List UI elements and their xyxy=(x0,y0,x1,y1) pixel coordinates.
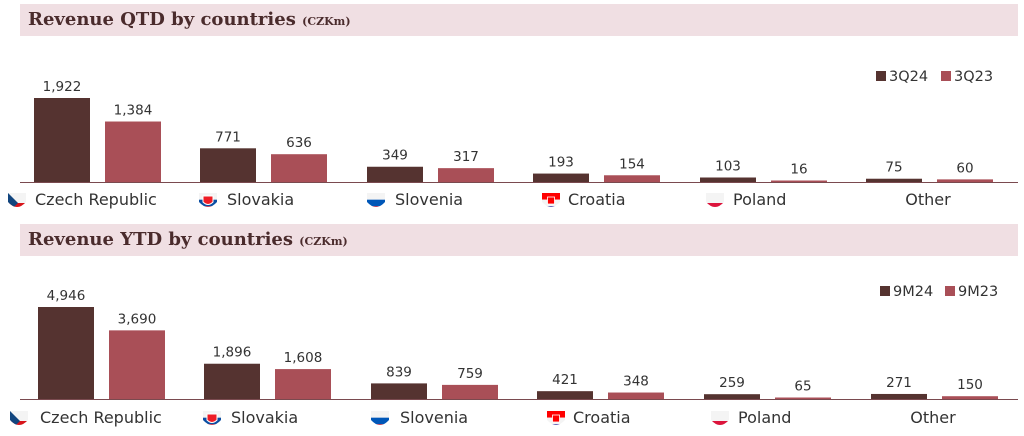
qtd-legend-swatch-3q23 xyxy=(941,71,951,81)
qtd-value-label-croatia-3q23: 154 xyxy=(619,156,645,172)
ytd-bar-slovenia-9m24 xyxy=(371,383,427,399)
ytd-legend-label-9m24: 9M24 xyxy=(893,284,933,300)
ytd-category-label-slovakia: Slovakia xyxy=(231,408,298,427)
ytd-title-text: Revenue YTD by countries xyxy=(28,229,294,250)
ytd-bar-croatia-9m24 xyxy=(537,391,593,399)
slovenia-flag-icon xyxy=(371,411,389,425)
qtd-bar-slovenia-3q24 xyxy=(367,166,423,182)
qtd-bar-poland-3q24 xyxy=(700,177,756,182)
poland-flag-icon xyxy=(706,193,724,207)
ytd-value-label-slovakia-9m23: 1,608 xyxy=(284,350,323,366)
ytd-bar-czech-republic-9m24 xyxy=(38,307,94,399)
ytd-bar-croatia-9m23 xyxy=(608,392,664,399)
qtd-category-label-croatia: Croatia xyxy=(568,190,626,209)
ytd-category-label-czech-republic: Czech Republic xyxy=(40,408,162,427)
qtd-bar-other-3q23 xyxy=(937,179,993,182)
ytd-bar-slovakia-9m24 xyxy=(204,363,260,399)
qtd-legend-swatch-3q24 xyxy=(876,71,886,81)
ytd-bar-poland-9m23 xyxy=(775,397,831,399)
ytd-value-label-croatia-9m23: 348 xyxy=(623,374,649,390)
ytd-bar-other-9m23 xyxy=(942,396,998,399)
qtd-value-label-slovakia-3q23: 636 xyxy=(286,135,312,151)
qtd-value-label-other-3q24: 75 xyxy=(885,160,902,176)
qtd-unit-text: (CZKm) xyxy=(302,15,351,28)
qtd-bar-croatia-3q23 xyxy=(604,175,660,182)
ytd-legend-label-9m23: 9M23 xyxy=(958,284,998,300)
qtd-value-label-slovakia-3q24: 771 xyxy=(215,129,241,145)
ytd-value-label-poland-9m24: 259 xyxy=(719,375,745,391)
qtd-bar-other-3q24 xyxy=(866,178,922,182)
ytd-legend-swatch-9m24 xyxy=(880,286,890,296)
ytd-chart-title: Revenue YTD by countries (CZKm) xyxy=(28,229,348,250)
ytd-value-label-czech-republic-9m23: 3,690 xyxy=(118,311,157,327)
ytd-category-label-other: Other xyxy=(910,408,956,427)
qtd-value-label-other-3q23: 60 xyxy=(956,160,973,176)
qtd-value-label-czech-republic-3q24: 1,922 xyxy=(43,79,82,95)
ytd-unit-text: (CZKm) xyxy=(299,235,348,248)
ytd-bar-czech-republic-9m23 xyxy=(109,330,165,399)
ytd-value-label-other-9m23: 150 xyxy=(957,377,983,393)
qtd-bar-croatia-3q24 xyxy=(533,173,589,182)
qtd-title-banner: Revenue QTD by countries (CZKm) xyxy=(20,4,1018,36)
ytd-title-banner: Revenue YTD by countries (CZKm) xyxy=(20,224,1018,256)
ytd-bar-slovenia-9m23 xyxy=(442,384,498,399)
ytd-category-label-croatia: Croatia xyxy=(573,408,631,427)
ytd-value-label-czech-republic-9m24: 4,946 xyxy=(47,288,86,304)
qtd-category-label-poland: Poland xyxy=(733,190,786,209)
slovakia-flag-icon xyxy=(199,193,217,207)
qtd-bar-czech-republic-3q23 xyxy=(105,121,161,182)
qtd-bar-slovenia-3q23 xyxy=(438,168,494,182)
slovakia-flag-icon xyxy=(203,411,221,425)
ytd-bar-slovakia-9m23 xyxy=(275,369,331,399)
qtd-bar-poland-3q23 xyxy=(771,180,827,182)
ytd-category-label-poland: Poland xyxy=(738,408,791,427)
qtd-category-label-czech-republic: Czech Republic xyxy=(35,190,157,209)
poland-flag-icon xyxy=(711,411,729,425)
ytd-category-label-slovenia: Slovenia xyxy=(400,408,468,427)
ytd-value-label-slovakia-9m24: 1,896 xyxy=(213,345,252,361)
czech-flag-icon xyxy=(8,193,26,207)
czech-flag-icon xyxy=(10,411,28,425)
qtd-bar-chart: 1,922 1,384 771 636 349 317 193 154 103 16 75 60 Cze… xyxy=(8,69,1018,209)
slovenia-flag-icon xyxy=(367,193,385,207)
ytd-bar-chart: 4,946 3,690 1,896 1,608 839 759 421 348 259 65 271… xyxy=(10,284,1018,427)
ytd-bar-other-9m24 xyxy=(871,393,927,399)
ytd-value-label-croatia-9m24: 421 xyxy=(552,372,578,388)
ytd-legend-swatch-9m23 xyxy=(945,286,955,296)
ytd-value-label-other-9m24: 271 xyxy=(886,375,912,391)
qtd-legend-label-3q23: 3Q23 xyxy=(954,69,993,85)
qtd-category-label-other: Other xyxy=(905,190,951,209)
ytd-value-label-slovenia-9m24: 839 xyxy=(386,364,412,380)
ytd-value-label-slovenia-9m23: 759 xyxy=(457,366,483,382)
qtd-bar-slovakia-3q23 xyxy=(271,154,327,182)
qtd-value-label-slovenia-3q23: 317 xyxy=(453,149,479,165)
qtd-title-text: Revenue QTD by countries xyxy=(28,9,296,30)
qtd-value-label-poland-3q24: 103 xyxy=(715,158,741,174)
croatia-flag-icon xyxy=(542,193,560,207)
qtd-value-label-croatia-3q24: 193 xyxy=(548,155,574,171)
qtd-category-label-slovakia: Slovakia xyxy=(227,190,294,209)
ytd-bar-poland-9m24 xyxy=(704,394,760,399)
qtd-value-label-poland-3q23: 16 xyxy=(790,162,807,178)
qtd-bar-slovakia-3q24 xyxy=(200,148,256,182)
qtd-category-label-slovenia: Slovenia xyxy=(395,190,463,209)
qtd-legend-label-3q24: 3Q24 xyxy=(889,69,928,85)
qtd-value-label-czech-republic-3q23: 1,384 xyxy=(114,103,153,119)
qtd-chart-title: Revenue QTD by countries (CZKm) xyxy=(28,9,351,30)
croatia-flag-icon xyxy=(547,411,565,425)
ytd-value-label-poland-9m23: 65 xyxy=(794,379,811,395)
qtd-value-label-slovenia-3q24: 349 xyxy=(382,148,408,164)
qtd-bar-czech-republic-3q24 xyxy=(34,98,90,182)
